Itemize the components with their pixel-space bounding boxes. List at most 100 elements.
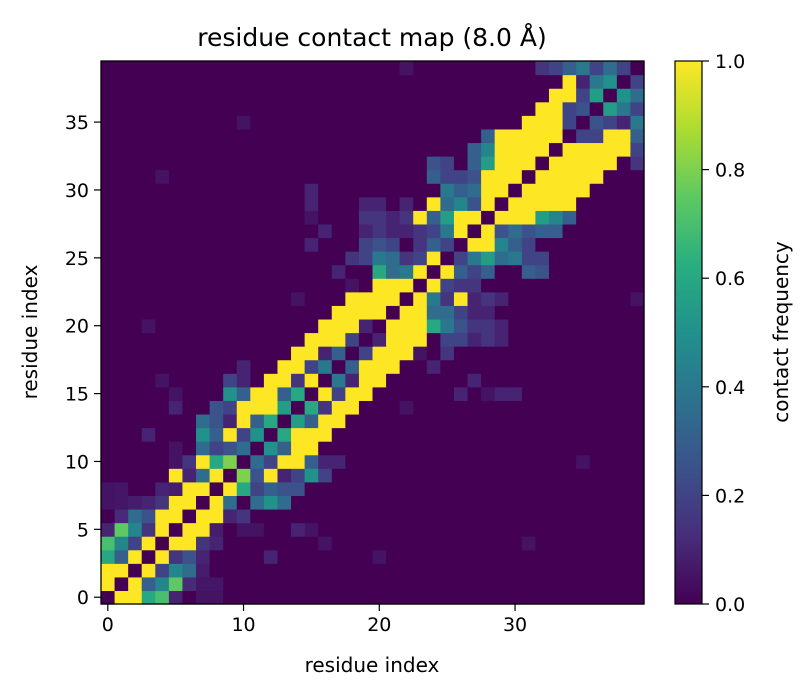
- heatmap-cell: [358, 115, 374, 130]
- heatmap-cell: [562, 536, 577, 551]
- heatmap-cell: [562, 196, 577, 211]
- heatmap-cell: [386, 549, 401, 564]
- heatmap-cell: [426, 305, 441, 320]
- heatmap-cell: [616, 169, 632, 184]
- x-tick-label: 30: [503, 614, 527, 636]
- heatmap-cell: [630, 413, 645, 429]
- heatmap-cell: [277, 264, 292, 279]
- heatmap-cell: [223, 386, 238, 401]
- heatmap-cell: [263, 386, 279, 401]
- heatmap-cell: [345, 264, 360, 279]
- heatmap-cell: [508, 427, 523, 442]
- heatmap-cell: [331, 101, 346, 116]
- heatmap-cell: [196, 142, 211, 157]
- heatmap-cell: [331, 128, 346, 144]
- colorbar: [674, 60, 703, 605]
- heatmap-cell: [182, 468, 197, 483]
- heatmap-cell: [521, 318, 536, 334]
- heatmap-cell: [141, 88, 156, 103]
- heatmap-cell: [250, 61, 265, 76]
- heatmap-cell: [263, 359, 279, 374]
- heatmap-cell: [386, 332, 401, 347]
- heatmap-cell: [196, 522, 211, 537]
- heatmap-cell: [616, 61, 632, 76]
- heatmap-cell: [386, 210, 401, 225]
- heatmap-cell: [453, 576, 469, 592]
- heatmap-cell: [345, 237, 360, 252]
- heatmap-cell: [576, 183, 591, 198]
- heatmap-cell: [141, 61, 156, 76]
- heatmap-cell: [236, 223, 251, 239]
- heatmap-cell: [589, 495, 604, 510]
- heatmap-cell: [548, 237, 564, 252]
- heatmap-cell: [168, 237, 184, 252]
- heatmap-cell: [481, 169, 496, 184]
- heatmap-cell: [318, 142, 333, 157]
- heatmap-cell: [508, 413, 523, 429]
- heatmap-cell: [603, 169, 618, 184]
- heatmap-cell: [168, 359, 184, 374]
- heatmap-cell: [494, 196, 509, 211]
- heatmap-cell: [508, 318, 523, 334]
- heatmap-cell: [331, 291, 346, 306]
- heatmap-cell: [358, 278, 374, 293]
- heatmap-cell: [318, 115, 333, 130]
- heatmap-cell: [467, 264, 482, 279]
- heatmap-cell: [603, 441, 618, 456]
- heatmap-cell: [277, 223, 292, 239]
- heatmap-cell: [196, 576, 211, 592]
- heatmap-cell: [589, 251, 604, 266]
- heatmap-cell: [535, 590, 550, 605]
- heatmap-cell: [263, 169, 279, 184]
- heatmap-cell: [630, 251, 645, 266]
- heatmap-cell: [521, 210, 536, 225]
- heatmap-cell: [236, 61, 251, 76]
- heatmap-cell: [603, 264, 618, 279]
- heatmap-cell: [481, 237, 496, 252]
- heatmap-cell: [291, 373, 306, 388]
- heatmap-cell: [576, 142, 591, 157]
- heatmap-cell: [114, 305, 129, 320]
- heatmap-cell: [508, 386, 523, 401]
- heatmap-cell: [182, 237, 197, 252]
- heatmap-cell: [426, 441, 441, 456]
- heatmap-cell: [453, 400, 469, 415]
- heatmap-cell: [372, 481, 387, 496]
- chart-title: residue contact map (8.0 Å): [197, 23, 546, 52]
- heatmap-cell: [345, 495, 360, 510]
- heatmap-cell: [576, 590, 591, 605]
- heatmap-cell: [114, 264, 129, 279]
- heatmap-cell: [399, 332, 414, 347]
- heatmap-cell: [141, 590, 156, 605]
- heatmap-cell: [467, 359, 482, 374]
- heatmap-cell: [589, 563, 604, 578]
- heatmap-cell: [440, 291, 455, 306]
- heatmap-cell: [535, 61, 550, 76]
- heatmap-cell: [128, 386, 143, 401]
- heatmap-cell: [168, 549, 184, 564]
- heatmap-cell: [318, 427, 333, 442]
- heatmap-cell: [603, 291, 618, 306]
- heatmap-cell: [548, 590, 564, 605]
- heatmap-cell: [358, 468, 374, 483]
- heatmap-cell: [467, 115, 482, 130]
- heatmap-cell: [196, 468, 211, 483]
- heatmap-cell: [277, 278, 292, 293]
- heatmap-cell: [196, 332, 211, 347]
- heatmap-cell: [413, 332, 428, 347]
- heatmap-cell: [453, 346, 469, 361]
- heatmap-cell: [481, 495, 496, 510]
- heatmap-cell: [494, 359, 509, 374]
- heatmap-cell: [291, 346, 306, 361]
- heatmap-cell: [467, 346, 482, 361]
- heatmap-cell: [223, 101, 238, 116]
- heatmap-cell: [223, 156, 238, 171]
- heatmap-cell: [521, 454, 536, 469]
- heatmap-cell: [345, 441, 360, 456]
- heatmap-cell: [630, 278, 645, 293]
- heatmap-cell: [548, 61, 564, 76]
- heatmap-cell: [426, 386, 441, 401]
- heatmap-cell: [304, 427, 319, 442]
- heatmap-cell: [114, 386, 129, 401]
